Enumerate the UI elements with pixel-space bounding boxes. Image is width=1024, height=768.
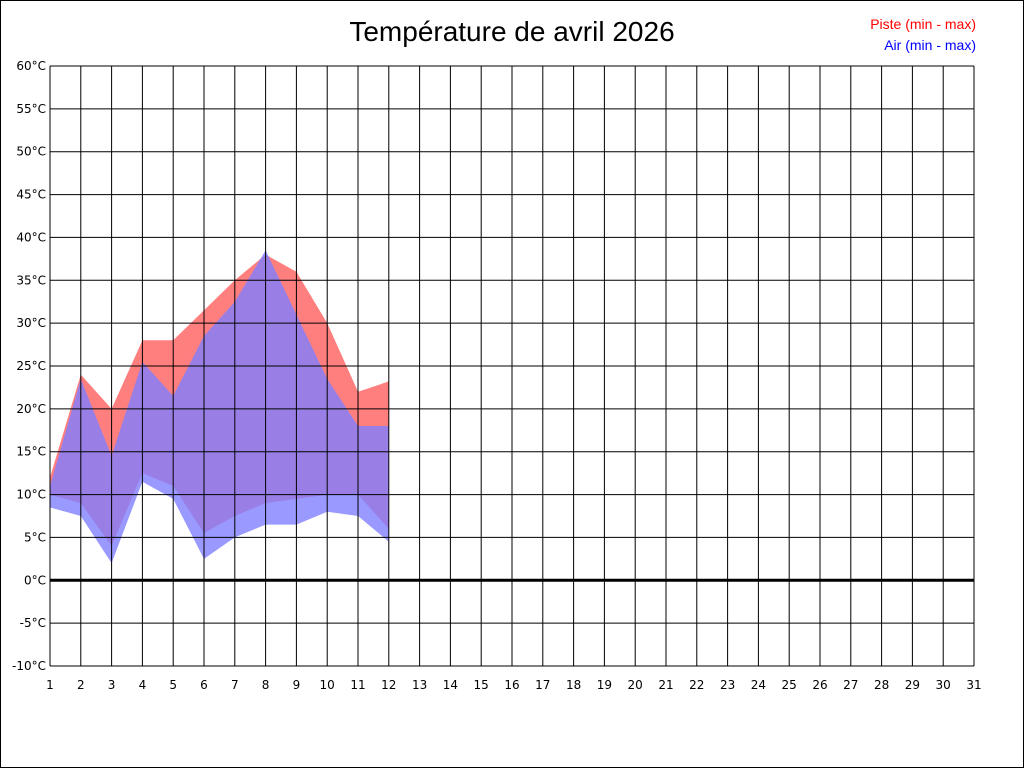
x-tick-label: 27 [843,678,858,692]
x-tick-label: 24 [751,678,766,692]
legend-entry-air: Air (min - max) [884,37,976,53]
y-tick-label: 15°C [16,445,46,459]
y-tick-label: 35°C [16,273,46,287]
y-tick-label: 20°C [16,402,46,416]
x-tick-label: 3 [108,678,116,692]
x-tick-label: 26 [812,678,827,692]
x-tick-label: 5 [169,678,177,692]
legend: Piste (min - max) Air (min - max) [870,14,976,56]
x-tick-label: 1 [46,678,54,692]
y-tick-label: 5°C [24,530,46,544]
x-tick-label: 17 [535,678,550,692]
chart-title: Température de avril 2026 [349,16,675,47]
y-tick-label: 30°C [16,316,46,330]
x-tick-label: 28 [874,678,889,692]
x-tick-label: 21 [658,678,673,692]
x-tick-label: 15 [474,678,489,692]
legend-entry-piste: Piste (min - max) [870,16,976,32]
y-tick-label: 40°C [16,230,46,244]
y-tick-label: 55°C [16,102,46,116]
tick-labels: -10°C -5°C 0°C 5°C 10°C 15°C 20°C 25°C 30°C 35°C 4… [12,59,982,692]
x-tick-label: 13 [412,678,427,692]
y-tick-label: 45°C [16,188,46,202]
x-tick-label: 6 [200,678,208,692]
x-tick-label: 11 [350,678,365,692]
x-tick-label: 16 [504,678,519,692]
x-tick-label: 18 [566,678,581,692]
y-tick-label: -10°C [12,659,46,673]
x-tick-label: 30 [936,678,951,692]
x-tick-label: 19 [597,678,612,692]
x-tick-label: 12 [381,678,396,692]
y-tick-label: 10°C [16,488,46,502]
x-tick-label: 7 [231,678,239,692]
x-tick-label: 23 [720,678,735,692]
y-tick-label: 50°C [16,145,46,159]
x-tick-label: 9 [293,678,301,692]
y-tick-label: 25°C [16,359,46,373]
y-tick-label: 60°C [16,59,46,73]
series-areas [50,250,389,564]
x-tick-label: 25 [782,678,797,692]
y-tick-label: 0°C [24,573,46,587]
x-tick-label: 10 [320,678,335,692]
x-tick-label: 29 [905,678,920,692]
x-tick-label: 4 [139,678,147,692]
grid-lines [49,65,975,667]
x-tick-label: 2 [77,678,85,692]
y-tick-label: -5°C [20,616,46,630]
x-tick-label: 20 [628,678,643,692]
x-tick-label: 14 [443,678,458,692]
x-tick-label: 8 [262,678,270,692]
area-series-air [50,250,389,564]
x-tick-label: 22 [689,678,704,692]
x-tick-label: 31 [966,678,981,692]
